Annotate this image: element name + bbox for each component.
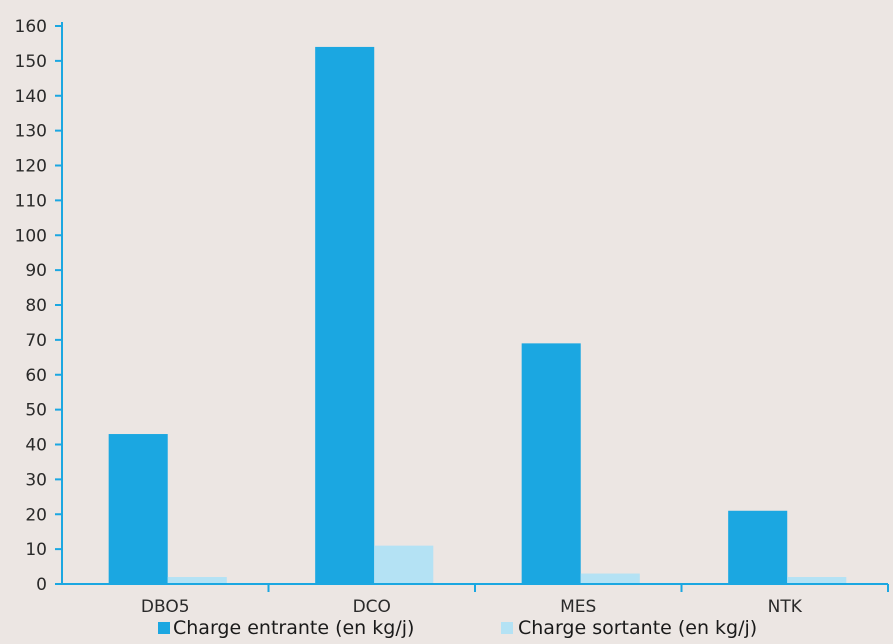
legend-swatch — [158, 622, 170, 634]
legend-label: Charge sortante (en kg/j) — [518, 617, 757, 639]
bars — [108, 46, 847, 584]
category-label: DCO — [353, 597, 391, 617]
y-tick-label: 0 — [36, 575, 47, 595]
y-tick-label: 130 — [15, 122, 47, 142]
bar-sortante-mes — [580, 573, 640, 583]
y-tick-label: 80 — [25, 296, 47, 316]
x-axis: DBO5 DCO MES NTK — [62, 583, 889, 617]
legend-swatch — [501, 622, 513, 634]
category-label: MES — [560, 597, 596, 617]
bar-sortante-dbo5 — [167, 577, 227, 583]
bar-entrante-dbo5 — [108, 434, 168, 583]
y-tick-label: 150 — [15, 52, 47, 72]
y-tick-label: 110 — [15, 191, 47, 211]
y-tick-label: 120 — [15, 157, 47, 177]
y-tick-label: 40 — [25, 436, 47, 456]
bar-entrante-dco — [315, 46, 375, 584]
category-label: NTK — [768, 597, 803, 617]
y-tick-label: 50 — [25, 401, 47, 421]
y-tick-label: 160 — [15, 17, 47, 37]
legend: Charge entrante (en kg/j) Charge sortante… — [158, 617, 757, 639]
y-tick-label: 10 — [25, 540, 47, 560]
category-label: DBO5 — [141, 597, 190, 617]
bar-entrante-mes — [521, 343, 581, 583]
y-tick-label: 100 — [15, 226, 47, 246]
bar-sortante-ntk — [787, 577, 847, 583]
y-tick-label: 30 — [25, 470, 47, 490]
legend-label: Charge entrante (en kg/j) — [173, 617, 414, 639]
bar-entrante-ntk — [728, 510, 788, 583]
y-tick-label: 60 — [25, 366, 47, 386]
bar-sortante-dco — [374, 545, 434, 583]
y-tick-label: 20 — [25, 505, 47, 525]
y-tick-label: 140 — [15, 87, 47, 107]
y-tick-label: 70 — [25, 331, 47, 351]
y-tick-label: 90 — [25, 261, 47, 281]
y-axis: 0 10 20 30 40 50 60 70 80 90 100 110 120 130 140 150 160 — [15, 17, 63, 595]
